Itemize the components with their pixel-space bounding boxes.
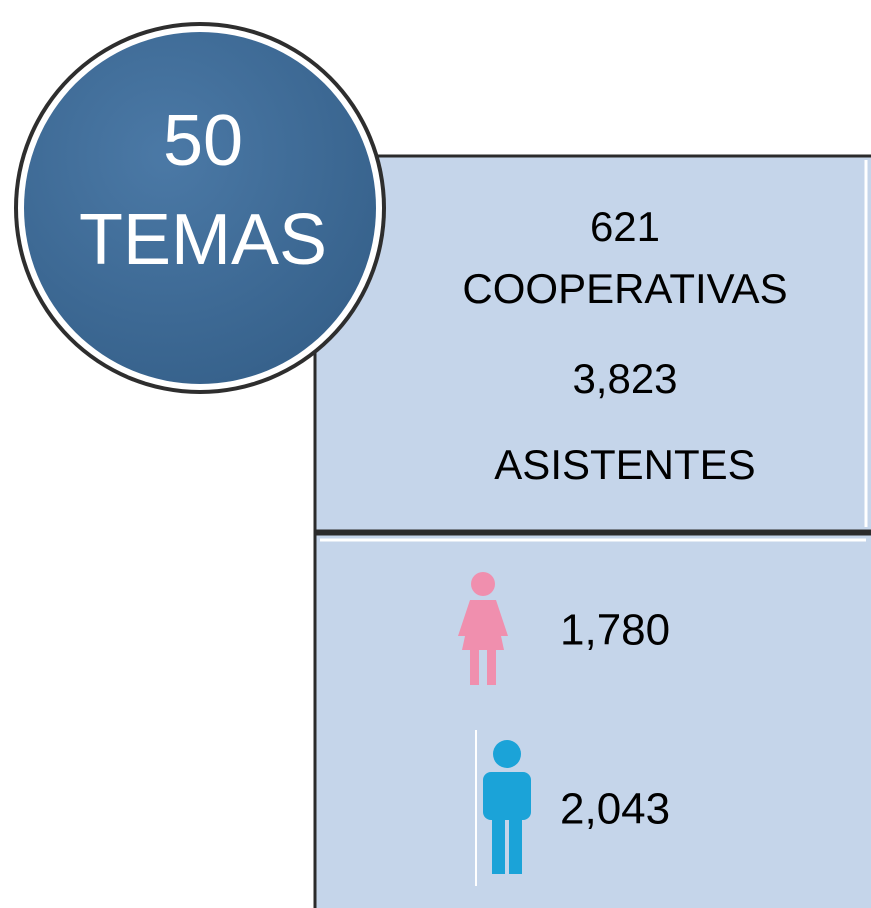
men-count: 2,043 bbox=[560, 785, 670, 834]
attendees-count: 3,823 bbox=[572, 355, 677, 402]
cooperatives-label: COOPERATIVAS bbox=[462, 265, 787, 312]
cooperatives-count: 621 bbox=[590, 203, 660, 250]
man-icon bbox=[483, 740, 531, 874]
women-count: 1,780 bbox=[560, 606, 670, 655]
gender-box bbox=[313, 532, 871, 908]
attendees-label: ASISTENTES bbox=[494, 441, 755, 488]
summary-box bbox=[313, 154, 871, 533]
circle-label: TEMAS bbox=[79, 200, 327, 280]
circle bbox=[24, 32, 376, 384]
woman-icon bbox=[458, 572, 508, 685]
circle-number: 50 bbox=[163, 101, 243, 181]
